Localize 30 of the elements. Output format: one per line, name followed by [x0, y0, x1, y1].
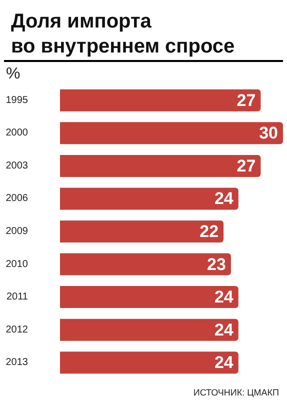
data-label: 24: [214, 189, 234, 208]
bar: [60, 89, 261, 112]
bar: [60, 286, 238, 308]
y-tick-label: 2003: [6, 160, 28, 172]
y-tick-label: 2000: [6, 128, 28, 139]
chart-title: Доля импорта во внутреннем спросе: [11, 10, 235, 58]
data-label: 24: [214, 353, 234, 372]
bar: [60, 220, 224, 242]
y-tick-label: 2013: [6, 357, 28, 368]
y-tick-label: 2006: [6, 193, 28, 204]
data-label: 24: [214, 320, 234, 340]
y-tick-label: 2010: [6, 258, 28, 270]
bar: [60, 352, 238, 374]
y-tick-label: 2012: [6, 324, 28, 336]
text: ИСТОЧНИК: ЦМАКП: [193, 388, 280, 398]
y-tick-label: 1995: [6, 94, 28, 106]
data-label: 27: [236, 156, 256, 176]
bar: [60, 318, 238, 341]
data-label: 27: [236, 90, 256, 110]
y-tick-label: 2011: [6, 292, 28, 303]
bar: [60, 122, 283, 144]
data-label: 22: [200, 222, 219, 241]
bar: [60, 154, 261, 177]
y-tick-label: 2009: [6, 226, 28, 237]
x-axis-title: %: [6, 66, 20, 82]
bar: [60, 188, 238, 210]
data-label: 23: [207, 254, 226, 274]
data-label: 30: [259, 124, 278, 143]
bar: [60, 253, 231, 276]
data-label: 24: [214, 288, 234, 307]
